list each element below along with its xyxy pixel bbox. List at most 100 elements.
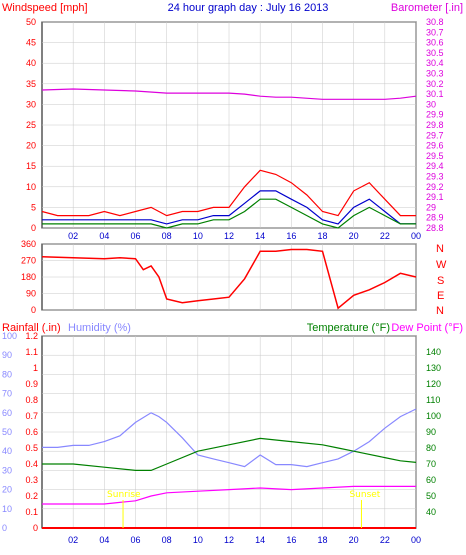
temp-tick-label: 110 (426, 395, 440, 405)
wind-x-tick: 20 (349, 231, 359, 241)
dir-tick-label: 0 (31, 305, 36, 315)
baro-tick-label: 28.9 (426, 213, 444, 223)
rain-tick-label: 1.2 (25, 331, 38, 341)
direction-series (41, 248, 417, 310)
dir-tick-label: 360 (21, 239, 36, 249)
baro-tick-label: 30.3 (426, 69, 444, 79)
sunrise-annotation: Sunrise (107, 490, 141, 500)
wind-tick-label: 20 (26, 141, 36, 151)
climate-x-tick: 14 (255, 535, 265, 545)
rain-tick-label: 0.6 (25, 427, 38, 437)
wind-x-tick: 10 (193, 231, 203, 241)
compass-n-top: N (436, 243, 444, 255)
wind-x-tick: 02 (68, 231, 78, 241)
series-dew-point (42, 485, 416, 505)
dir-tick-label: 180 (21, 272, 36, 282)
wind-tick-label: 5 (31, 202, 36, 212)
dir-tick-label: 90 (26, 289, 36, 299)
baro-tick-label: 29.1 (426, 192, 444, 202)
wind-x-tick: 12 (224, 231, 234, 241)
wind-tick-label: 45 (26, 38, 36, 48)
baro-tick-label: 29.5 (426, 151, 444, 161)
temp-tick-label: 140 (426, 347, 441, 357)
climate-x-tick: 06 (130, 535, 140, 545)
wind-x-tick: 08 (162, 231, 172, 241)
sunset-annotation: Sunset (349, 490, 380, 500)
wind-tick-label: 0 (31, 223, 36, 233)
rain-tick-label: 0 (33, 523, 38, 533)
wind-x-tick: 06 (130, 231, 140, 241)
climate-x-tick: 22 (380, 535, 390, 545)
humidity-tick-label: 40 (2, 446, 12, 456)
wind-tick-label: 15 (26, 161, 36, 171)
compass-e: E (437, 290, 444, 302)
rain-tick-label: 0.5 (25, 443, 38, 453)
baro-tick-label: 30.7 (426, 27, 444, 37)
rain-tick-label: 0.1 (25, 507, 38, 517)
humidity-tick-label: 90 (2, 350, 12, 360)
rain-tick-label: 0.8 (25, 395, 38, 405)
climate-series (42, 408, 417, 529)
wind-axis-ticks: 0510152025303540455028.828.92929.129.229… (26, 17, 444, 241)
humidity-tick-label: 100 (2, 331, 17, 341)
wind-x-tick: 04 (99, 231, 109, 241)
baro-tick-label: 28.8 (426, 223, 444, 233)
temp-tick-label: 80 (426, 443, 436, 453)
wind-tick-label: 25 (26, 120, 36, 130)
climate-x-tick: 18 (317, 535, 327, 545)
direction-axis-ticks: 0 90 180 270 360 (21, 239, 36, 315)
series-wind-avg (42, 190, 416, 225)
wind-tick-label: 10 (26, 182, 36, 192)
climate-x-tick: 04 (99, 535, 109, 545)
compass-s: S (437, 275, 444, 287)
rain-tick-label: 0.2 (25, 491, 38, 501)
humidity-axis-label: Humidity (%) (68, 322, 131, 334)
baro-tick-label: 30.2 (426, 79, 444, 89)
dir-tick-label: 270 (21, 256, 36, 266)
rainfall-axis-label: Rainfall (.in) (2, 322, 61, 334)
wind-x-tick: 14 (255, 231, 265, 241)
temp-tick-label: 90 (426, 427, 436, 437)
baro-tick-label: 29.8 (426, 120, 444, 130)
dewpoint-axis-label: Dew Point (°F) (391, 322, 463, 334)
wind-grid (42, 21, 417, 229)
baro-tick-label: 29.6 (426, 141, 444, 151)
humidity-tick-label: 30 (2, 465, 12, 475)
wind-x-tick: 00 (411, 231, 421, 241)
humidity-tick-label: 10 (2, 504, 12, 514)
baro-tick-label: 30 (426, 99, 436, 109)
baro-tick-label: 30.6 (426, 38, 444, 48)
baro-tick-label: 29 (426, 202, 436, 212)
baro-tick-label: 30.4 (426, 58, 444, 68)
series-wind (41, 169, 416, 217)
rain-tick-label: 1 (33, 363, 38, 373)
humidity-tick-label: 70 (2, 389, 12, 399)
barometer-axis-label: Barometer [.in] (391, 2, 463, 14)
windspeed-axis-label: Windspeed [mph] (2, 2, 88, 14)
rain-tick-label: 0.3 (25, 475, 38, 485)
wind-x-tick: 16 (286, 231, 296, 241)
temp-tick-label: 50 (426, 491, 436, 501)
temp-tick-label: 130 (426, 363, 441, 373)
rain-tick-label: 1.1 (25, 347, 38, 357)
temperature-axis-label: Temperature (°F) (307, 322, 390, 334)
wind-tick-label: 40 (26, 58, 36, 68)
humidity-tick-label: 20 (2, 485, 12, 495)
series-temperature (42, 437, 417, 471)
series-direction (41, 248, 417, 310)
series-humidity (42, 408, 417, 468)
rain-tick-label: 0.7 (25, 411, 38, 421)
climate-x-tick: 02 (68, 535, 78, 545)
temp-tick-label: 70 (426, 459, 436, 469)
climate-x-tick: 00 (411, 535, 421, 545)
humidity-tick-label: 50 (2, 427, 12, 437)
baro-tick-label: 29.3 (426, 172, 444, 182)
humidity-tick-label: 80 (2, 369, 12, 379)
wind-x-tick: 18 (317, 231, 327, 241)
climate-x-tick: 10 (193, 535, 203, 545)
climate-x-tick: 20 (349, 535, 359, 545)
wind-x-tick: 22 (380, 231, 390, 241)
wind-series (41, 88, 417, 229)
